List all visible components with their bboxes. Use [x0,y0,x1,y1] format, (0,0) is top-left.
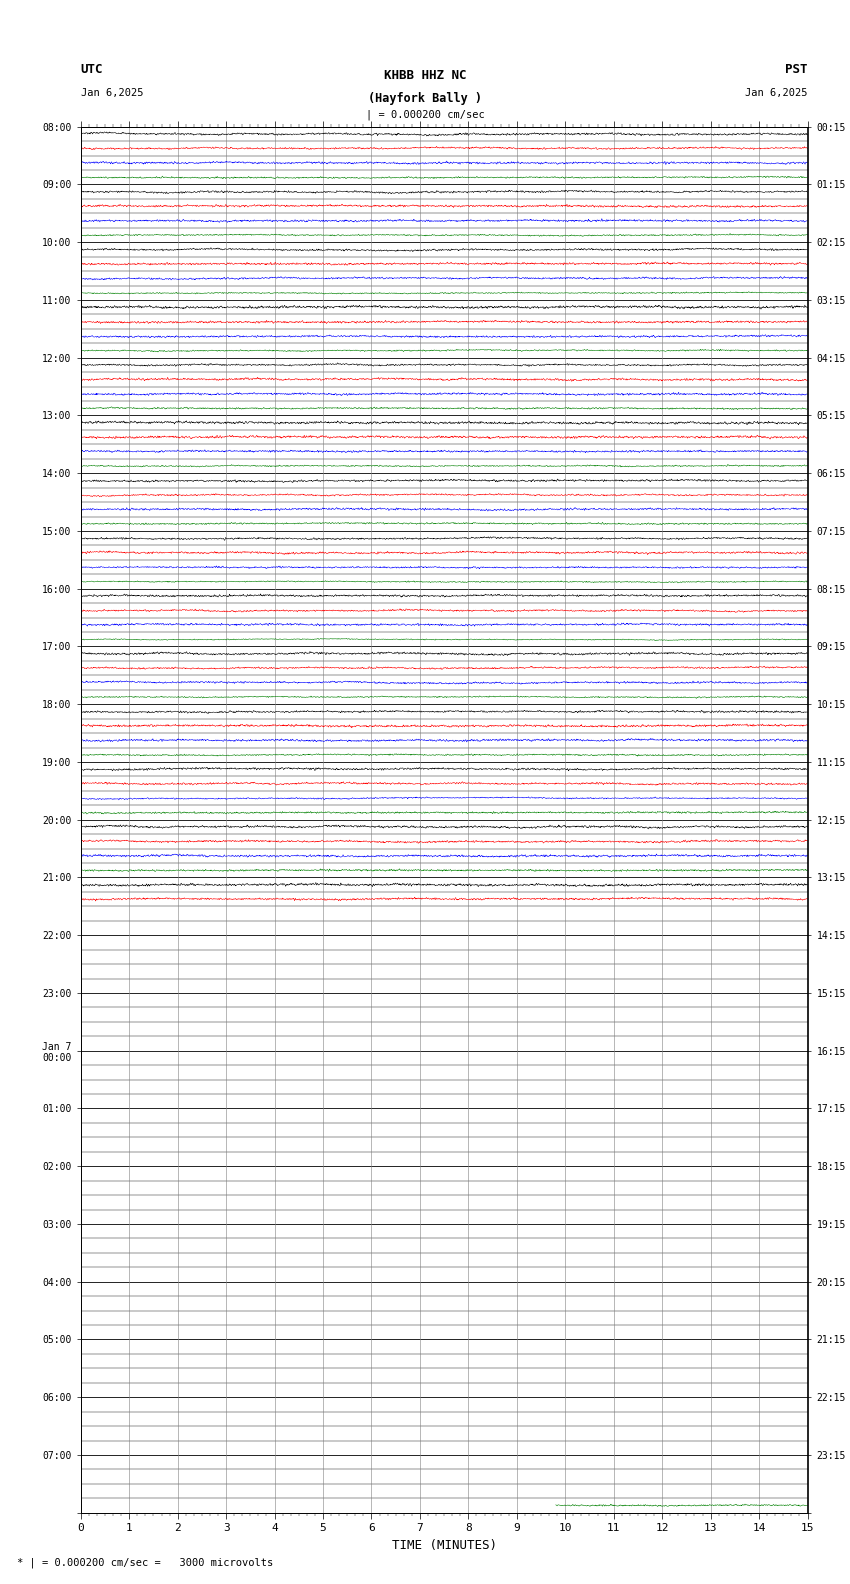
Text: Jan 6,2025: Jan 6,2025 [81,89,144,98]
Text: PST: PST [785,63,808,76]
X-axis label: TIME (MINUTES): TIME (MINUTES) [392,1538,496,1552]
Text: UTC: UTC [81,63,103,76]
Text: | = 0.000200 cm/sec: | = 0.000200 cm/sec [366,109,484,120]
Text: * | = 0.000200 cm/sec =   3000 microvolts: * | = 0.000200 cm/sec = 3000 microvolts [17,1557,273,1568]
Text: (Hayfork Bally ): (Hayfork Bally ) [368,92,482,105]
Text: Jan 6,2025: Jan 6,2025 [745,89,808,98]
Text: KHBB HHZ NC: KHBB HHZ NC [383,70,467,82]
